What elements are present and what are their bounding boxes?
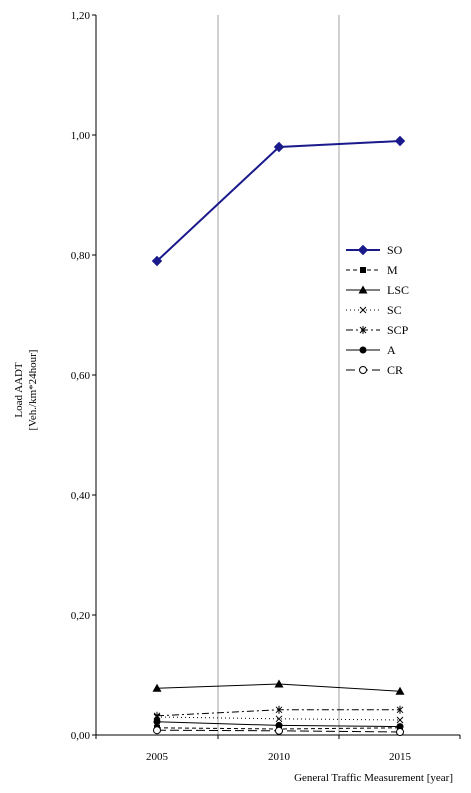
- data-point-so: [151, 255, 163, 267]
- y-tick-label: 0,80: [71, 250, 91, 262]
- legend-item-m: M: [346, 263, 398, 277]
- gridlines: [217, 15, 340, 735]
- x-tick-label: 2005: [146, 751, 169, 763]
- x-tick-label: 2010: [268, 751, 291, 763]
- series-so: [151, 135, 406, 267]
- legend-item-a: A: [346, 343, 396, 357]
- data-point-sc-stroke: [396, 716, 404, 724]
- data-point-a: [396, 723, 404, 731]
- data-point-scp: [396, 705, 404, 714]
- series-group: [151, 135, 406, 736]
- data-point-scp: [275, 705, 283, 714]
- y-axis-title: Load AADT [Veh./km*24hour]: [13, 350, 39, 431]
- y-tick-label: 0,20: [71, 610, 91, 622]
- series-cr: [153, 726, 404, 736]
- series-scp: [153, 705, 404, 720]
- y-tick-label: 0,60: [71, 370, 91, 382]
- series-a: [153, 718, 404, 731]
- legend-swatch-marker: [358, 285, 368, 294]
- data-point-cr: [396, 728, 404, 736]
- data-point-cr: [275, 726, 283, 735]
- data-point-cr: [153, 726, 161, 735]
- x-axis-title: General Traffic Measurement [year]: [294, 772, 453, 784]
- legend-swatch-marker: [359, 346, 367, 354]
- y-tick-label: 0,40: [71, 490, 91, 502]
- legend-label-a: A: [387, 343, 396, 357]
- legend-item-cr: CR: [346, 363, 403, 377]
- data-point-lsc: [152, 683, 162, 692]
- series-lsc: [152, 679, 405, 695]
- data-point-so: [273, 141, 285, 153]
- legend-label-lsc: LSC: [387, 283, 409, 297]
- y-axis-title-line2: [Veh./km*24hour]: [27, 350, 39, 431]
- data-point-sc: [275, 715, 283, 723]
- legend-swatch-marker: [359, 306, 367, 314]
- x-ticks: 2005 2010 2015: [95, 735, 461, 763]
- data-point-lsc: [274, 679, 284, 688]
- series-line-sc: [156, 716, 401, 721]
- data-point-sc-stroke: [275, 715, 283, 723]
- legend-item-lsc: LSC: [346, 283, 409, 297]
- legend-label-cr: CR: [387, 363, 403, 377]
- y-ticks: 0,00 0,20 0,40 0,60 0,80 1,00 1,20: [71, 10, 96, 742]
- data-point-lsc: [395, 686, 405, 695]
- y-tick-label: 1,00: [71, 130, 91, 142]
- legend-swatch-marker: [359, 326, 367, 334]
- legend: SO M LSC SC SCP A CR: [346, 243, 409, 377]
- data-point-a: [275, 721, 283, 729]
- legend-label-m: M: [387, 263, 398, 277]
- y-tick-label: 0,00: [71, 730, 91, 742]
- legend-swatch-marker: [359, 366, 367, 374]
- legend-label-scp: SCP: [387, 323, 409, 337]
- legend-swatch-marker-stroke: [359, 306, 367, 314]
- legend-swatch-marker: [357, 244, 369, 256]
- legend-item-sc: SC: [346, 303, 402, 317]
- y-tick-label: 1,20: [71, 10, 91, 22]
- legend-swatch-marker: [360, 267, 366, 273]
- legend-label-so: SO: [387, 243, 403, 257]
- plot-area: [96, 15, 460, 735]
- legend-item-so: SO: [346, 243, 403, 257]
- legend-item-scp: SCP: [346, 323, 409, 337]
- data-point-a: [153, 718, 161, 726]
- legend-label-sc: SC: [387, 303, 402, 317]
- x-tick-label: 2015: [389, 751, 412, 763]
- data-point-sc: [396, 716, 404, 724]
- y-axis-title-line1: Load AADT: [13, 362, 25, 418]
- data-point-so: [394, 135, 406, 147]
